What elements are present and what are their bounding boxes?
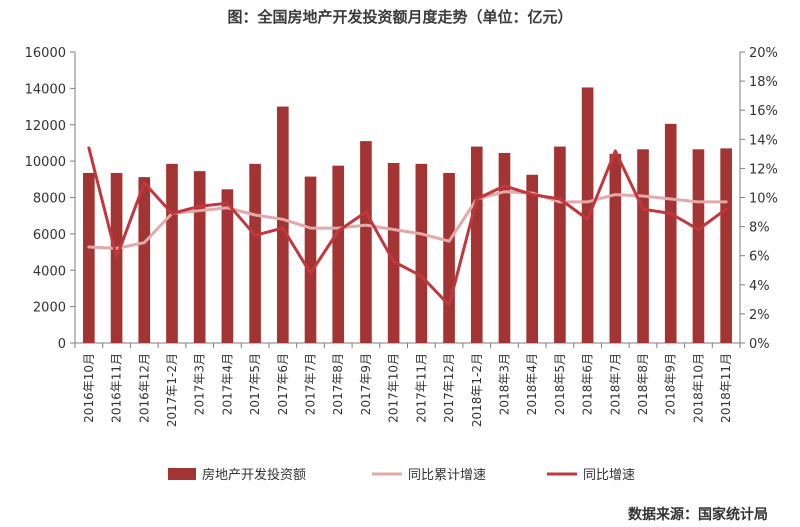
- right-tick-label: 18%: [749, 75, 778, 90]
- right-tick-label: 8%: [749, 221, 770, 236]
- legend-swatch-bar: [168, 468, 196, 480]
- legend-label: 同比增速: [583, 468, 635, 483]
- bar: [720, 148, 732, 343]
- legend-label: 同比累计增速: [408, 468, 486, 483]
- source-note: 数据来源：国家统计局: [628, 506, 768, 523]
- bar: [415, 163, 428, 343]
- axes: 0 2000 4000 6000 8000 10000 12000 14000 16000 0% 2…: [25, 46, 778, 352]
- x-tick-label: 2018年3月: [497, 353, 511, 415]
- left-tick-label: 6000: [33, 228, 66, 243]
- bar: [581, 87, 594, 343]
- bar: [193, 171, 206, 343]
- x-tick-label: 2016年12月: [137, 353, 151, 423]
- left-tick-label: 10000: [25, 155, 66, 170]
- bar: [166, 163, 178, 343]
- right-tick-label: 4%: [749, 279, 770, 294]
- x-tick-label: 2017年6月: [276, 353, 290, 415]
- cumulative-growth-line: [87, 190, 728, 250]
- x-tick-label: 2016年10月: [82, 353, 96, 423]
- bar: [138, 177, 151, 343]
- right-tick-label: 2%: [749, 308, 770, 323]
- x-tick-label: 2018年4月: [525, 353, 539, 415]
- bar: [498, 152, 511, 343]
- x-tick-label: 2017年1-2月: [165, 353, 179, 427]
- right-tick-label: 6%: [749, 250, 770, 265]
- bar: [664, 123, 677, 343]
- x-tick-label: 2018年7月: [608, 353, 622, 415]
- x-tick-label: 2017年11月: [414, 353, 428, 423]
- bar: [276, 106, 289, 343]
- x-tick-label: 2018年1-2月: [470, 353, 484, 427]
- bar: [609, 153, 622, 343]
- chart-title: 图：全国房地产开发投资额月度走势（单位：亿元）: [227, 8, 572, 26]
- bar: [221, 189, 234, 343]
- left-tick-label: 4000: [33, 264, 66, 279]
- x-tick-label: 2017年8月: [331, 353, 345, 415]
- right-tick-label: 12%: [749, 162, 778, 177]
- x-tick-label: 2018年10月: [691, 353, 705, 423]
- left-tick-label: 8000: [33, 192, 66, 207]
- legend: 房地产开发投资额 同比累计增速 同比增速: [168, 467, 635, 483]
- x-tick-label: 2018年9月: [664, 353, 678, 415]
- x-tick-label: 2017年9月: [359, 353, 373, 415]
- bar: [304, 176, 317, 343]
- x-tick-label: 2017年4月: [220, 353, 234, 415]
- x-tick-label: 2017年12月: [442, 353, 456, 423]
- right-tick-label: 16%: [749, 104, 778, 119]
- right-tick-label: 0%: [749, 337, 770, 352]
- x-tick-label: 2017年3月: [193, 353, 207, 415]
- right-tick-label: 10%: [749, 192, 778, 207]
- bar: [470, 146, 483, 343]
- bar: [692, 149, 705, 343]
- x-tick-label: 2018年11月: [719, 353, 733, 423]
- bar: [554, 146, 566, 343]
- x-tick-labels: 2016年10月 2016年11月 2016年12月 2017年1-2月 2017年3月…: [82, 353, 733, 427]
- x-tick-label: 2018年6月: [581, 353, 595, 415]
- bar: [387, 162, 400, 343]
- x-tick-label: 2018年5月: [553, 353, 567, 415]
- bar: [83, 172, 95, 343]
- yoy-growth-line: [87, 146, 728, 307]
- lines: [87, 146, 728, 307]
- x-tick-label: 2018年8月: [636, 353, 650, 415]
- x-tick-label: 2017年10月: [387, 353, 401, 423]
- left-tick-label: 16000: [25, 46, 66, 61]
- bar: [526, 174, 539, 343]
- legend-label: 房地产开发投资额: [202, 467, 306, 483]
- left-tick-label: 14000: [25, 82, 66, 97]
- x-tick-label: 2016年11月: [110, 353, 124, 423]
- bar: [637, 149, 649, 343]
- bar: [249, 163, 261, 343]
- x-tick-label: 2017年5月: [248, 353, 262, 415]
- bar: [360, 141, 372, 343]
- bar: [443, 172, 455, 343]
- bar: [332, 165, 345, 343]
- left-tick-label: 12000: [25, 119, 66, 134]
- bars: [83, 87, 732, 343]
- right-tick-label: 20%: [749, 46, 778, 61]
- x-tick-label: 2017年7月: [304, 353, 318, 415]
- right-tick-label: 14%: [749, 133, 778, 148]
- left-tick-label: 0: [58, 337, 66, 352]
- left-tick-label: 2000: [33, 301, 66, 316]
